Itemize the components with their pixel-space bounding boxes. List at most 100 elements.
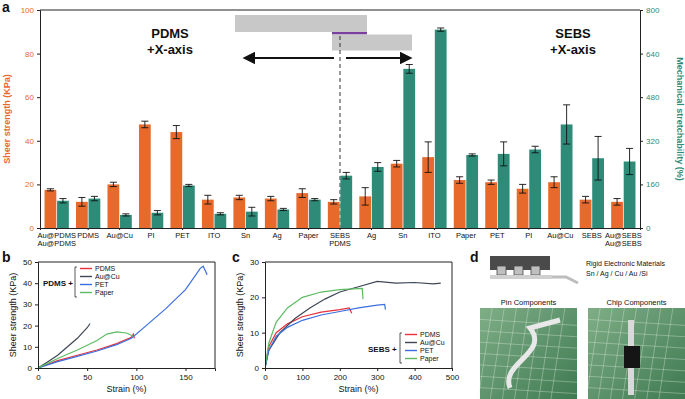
tick-mark xyxy=(35,326,38,327)
tick: 20 xyxy=(23,322,38,331)
tick-mark xyxy=(415,368,416,371)
tick-mark xyxy=(56,228,57,230)
tick-label: Au@Cu xyxy=(547,231,573,240)
tick-mark xyxy=(119,228,120,230)
tick-mark xyxy=(452,368,453,371)
tick-mark xyxy=(136,368,137,371)
frame xyxy=(40,10,640,11)
wire xyxy=(552,277,578,283)
tick-label: PET xyxy=(175,231,190,240)
bar xyxy=(328,202,340,228)
axis-title: Mechanical stretchability (%) xyxy=(675,57,685,181)
error-bar xyxy=(141,121,148,128)
legend-label: PDMS xyxy=(95,265,116,272)
tick-label: PI xyxy=(525,231,532,240)
bar xyxy=(120,215,132,228)
schematic xyxy=(490,256,578,283)
inset-rect xyxy=(332,35,412,51)
frame xyxy=(265,262,452,368)
photo-grid xyxy=(490,308,504,399)
tick: 160 xyxy=(640,180,660,189)
panel-label: d xyxy=(470,249,479,265)
annotation: SEBS+X-axis xyxy=(550,26,596,57)
tick-mark xyxy=(528,228,529,230)
diagram-subtitle: Sn / Ag / Cu / Au /Si xyxy=(586,270,648,278)
tick-label: 320 xyxy=(646,137,660,146)
photo-grid xyxy=(588,376,685,382)
bar xyxy=(340,176,352,228)
tick-label: 0 xyxy=(646,224,651,233)
legend-label: PDMS xyxy=(420,331,441,338)
tick-label: 0 xyxy=(30,224,35,233)
tick-label: 30 xyxy=(23,300,32,309)
tick: PI xyxy=(148,228,155,240)
arrow xyxy=(346,57,410,59)
legend-swatch xyxy=(80,292,92,293)
tick-label: 400 xyxy=(408,373,422,382)
error-bar xyxy=(595,136,602,180)
error-bar xyxy=(374,163,381,172)
bar xyxy=(391,164,403,228)
tick-mark xyxy=(591,228,592,230)
error-bar xyxy=(78,197,85,206)
bar xyxy=(466,155,478,228)
error-bar xyxy=(519,184,526,193)
legend-brace xyxy=(400,333,402,363)
error-bar xyxy=(343,172,350,179)
tick: 100 xyxy=(296,368,310,382)
photo-grid xyxy=(480,376,577,382)
tick-label: PI xyxy=(148,231,155,240)
tick-label: 40 xyxy=(25,137,34,146)
inset-layer xyxy=(332,32,367,35)
tick: 400 xyxy=(408,368,422,382)
tick-label: SEBS xyxy=(582,231,602,240)
tick-mark xyxy=(465,228,466,230)
tick-label: 800 xyxy=(646,6,660,15)
tick: 0 xyxy=(255,364,265,373)
tick-label: Paper xyxy=(456,231,477,240)
tick: 100 xyxy=(21,6,40,15)
tick: 80 xyxy=(25,50,40,59)
tick: 0 xyxy=(28,364,38,373)
inset-rect xyxy=(235,15,367,32)
error-bar xyxy=(154,211,161,215)
line xyxy=(265,308,352,368)
photo-grid xyxy=(610,308,624,399)
legend-label: Paper xyxy=(95,289,114,297)
photo-grid xyxy=(598,308,612,399)
tick-mark xyxy=(245,228,246,230)
legend-label: PET xyxy=(95,281,109,288)
photo-grid xyxy=(480,331,577,337)
tick-label: 30 xyxy=(250,258,259,267)
error-bar xyxy=(217,213,224,215)
tick: Ag xyxy=(272,228,281,240)
tick-mark xyxy=(377,368,378,371)
tick: Au@PDMSAu@PDMS xyxy=(37,228,75,248)
error-bar xyxy=(204,195,211,204)
tick-label: 40 xyxy=(23,279,32,288)
frame xyxy=(38,262,215,368)
tick-mark xyxy=(640,54,643,55)
tick: 40 xyxy=(25,137,40,146)
line xyxy=(38,266,207,368)
tick: PDMS xyxy=(77,228,99,240)
tick: Au@Cu xyxy=(547,228,573,240)
tick-label: 20 xyxy=(250,293,259,302)
photo-frame xyxy=(480,308,577,399)
photo-label: Pin Components xyxy=(501,298,557,307)
tick-label: 50 xyxy=(83,373,92,382)
legend: SEBS +PDMSAu@CuPETPaper xyxy=(368,331,445,363)
tick-label: 500 xyxy=(446,373,460,382)
tick-label: 0 xyxy=(36,373,41,382)
tick-mark xyxy=(186,368,187,371)
error-bar xyxy=(59,199,66,203)
line xyxy=(265,289,363,369)
tick-mark xyxy=(308,228,309,230)
photo-grid xyxy=(588,331,685,337)
tick-label: Ag xyxy=(367,231,376,240)
tick: 640 xyxy=(640,50,660,59)
error-bar xyxy=(267,196,274,200)
line xyxy=(38,332,133,368)
tick: 300 xyxy=(371,368,385,382)
error-bar xyxy=(236,195,243,199)
